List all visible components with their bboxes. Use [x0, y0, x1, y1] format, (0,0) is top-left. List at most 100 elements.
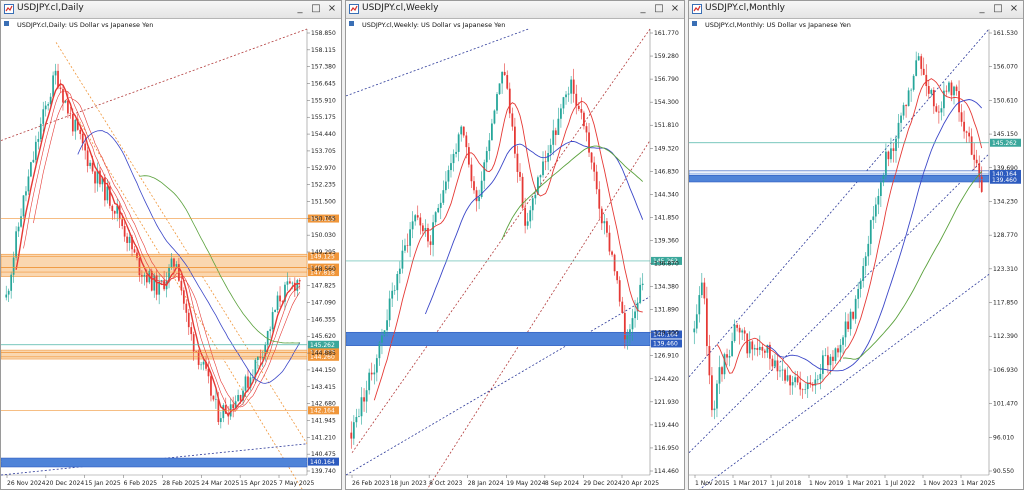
candle [215, 389, 217, 409]
price-tick-label: 139.360 [654, 237, 679, 244]
candle [437, 203, 440, 214]
candle-body [71, 114, 74, 132]
minimize-button[interactable]: _ [979, 3, 985, 14]
candle-body [197, 351, 200, 365]
candle-body [935, 106, 938, 112]
candle [738, 324, 741, 345]
close-button[interactable]: × [1009, 3, 1019, 14]
candle [444, 171, 447, 194]
chart-window-weekly[interactable]: USDJPY.cl,Weekly _ □ × USDJPY.cl,Weekly:… [345, 0, 685, 490]
candle [842, 335, 844, 355]
price-chart-daily[interactable]: USDJPY.cl,Daily: US Dollar vs Japanese Y… [1, 19, 341, 489]
candle-body [47, 104, 50, 106]
price-tick-label: 145.150 [993, 131, 1018, 138]
candle-body [618, 280, 621, 302]
minimize-button[interactable]: _ [297, 3, 303, 14]
window-title: USDJPY.cl,Weekly [362, 3, 439, 13]
candle-body [138, 257, 141, 276]
candle [872, 206, 875, 229]
candle [562, 96, 565, 115]
close-button[interactable]: × [670, 3, 680, 14]
price-chart-monthly[interactable]: USDJPY.cl,Monthly: US Dollar vs Japanese… [689, 19, 1023, 489]
candle-body [503, 71, 506, 76]
maximize-button[interactable]: □ [993, 3, 1003, 14]
candle-body [15, 231, 17, 258]
price-tick-label: 153.705 [311, 148, 336, 155]
candle-body [86, 150, 89, 167]
price-tick-label: 148.560 [311, 266, 336, 273]
candle-body [859, 280, 862, 289]
candle [844, 312, 847, 347]
candle-body [467, 147, 470, 165]
candle-body [874, 204, 877, 217]
level-label-bg [308, 268, 339, 277]
candle [39, 117, 42, 142]
candle-body [634, 311, 636, 319]
candle [15, 226, 17, 261]
window-titlebar[interactable]: USDJPY.cl,Monthly _ □ × [689, 1, 1023, 19]
candle [370, 362, 373, 381]
close-button[interactable]: × [327, 3, 337, 14]
sma-red [373, 100, 643, 401]
candle [867, 235, 870, 266]
candlestick-chart[interactable]: USDJPY.cl,Daily: US Dollar vs Japanese Y… [1, 19, 341, 489]
candle-body [695, 314, 698, 329]
level-label-bg [308, 252, 339, 261]
candle [358, 408, 360, 418]
candlestick-chart[interactable]: USDJPY.cl,Weekly: US Dollar vs Japanese … [346, 19, 684, 489]
candle [915, 51, 918, 77]
candle [7, 288, 10, 302]
candle [827, 346, 829, 374]
candle-body [869, 220, 872, 244]
candle-body [293, 282, 296, 291]
candle [786, 366, 789, 382]
candle-body [416, 215, 419, 218]
candle-body [442, 190, 445, 203]
maximize-button[interactable]: □ [311, 3, 321, 14]
price-tick-label: 131.890 [654, 307, 679, 314]
candle-body [950, 82, 953, 96]
window-titlebar[interactable]: USDJPY.cl,Weekly _ □ × [346, 1, 684, 19]
candlestick-chart[interactable]: USDJPY.cl,Monthly: US Dollar vs Japanese… [689, 19, 1023, 489]
candle [616, 270, 619, 284]
candle [22, 195, 25, 220]
chart-window-monthly[interactable]: USDJPY.cl,Monthly _ □ × USDJPY.cl,Monthl… [688, 0, 1024, 490]
sma-blue [767, 99, 983, 372]
level-label: 149.125 [308, 252, 339, 261]
candle [25, 186, 27, 202]
chart-window-daily[interactable]: USDJPY.cl,Daily _ □ × USDJPY.cl,Daily: U… [0, 0, 342, 490]
candle-body [406, 245, 409, 246]
time-tick-label: 26 Feb 2023 [352, 480, 390, 487]
candle-body [101, 177, 104, 185]
price-tick-label: 150.610 [993, 97, 1018, 104]
price-chart-weekly[interactable]: USDJPY.cl,Weekly: US Dollar vs Japanese … [346, 19, 684, 489]
price-tick-label: 152.970 [311, 165, 336, 172]
candle [126, 232, 128, 252]
candle [565, 91, 567, 105]
candle-body [81, 133, 84, 144]
candle-body [575, 93, 578, 106]
window-titlebar[interactable]: USDJPY.cl,Daily _ □ × [1, 1, 341, 19]
candle-body [529, 210, 532, 222]
candle [736, 323, 739, 332]
candle-body [766, 344, 769, 353]
candle-body [200, 364, 202, 366]
candle [30, 161, 32, 178]
level-label: 144.260 [308, 352, 339, 361]
price-tick-label: 134.230 [993, 198, 1018, 205]
candle [293, 277, 296, 298]
candle [869, 219, 872, 256]
candle-body [373, 372, 376, 375]
price-tick-label: 156.790 [654, 76, 679, 83]
candle-body [537, 177, 539, 195]
candle-body [590, 152, 593, 163]
candle [427, 223, 429, 248]
candle [368, 368, 371, 395]
maximize-button[interactable]: □ [654, 3, 664, 14]
candle [978, 155, 981, 189]
candle-body [118, 205, 121, 220]
price-tick-label: 149.295 [311, 249, 336, 256]
candle-body [864, 256, 867, 267]
candle-body [133, 249, 136, 253]
minimize-button[interactable]: _ [640, 3, 646, 14]
